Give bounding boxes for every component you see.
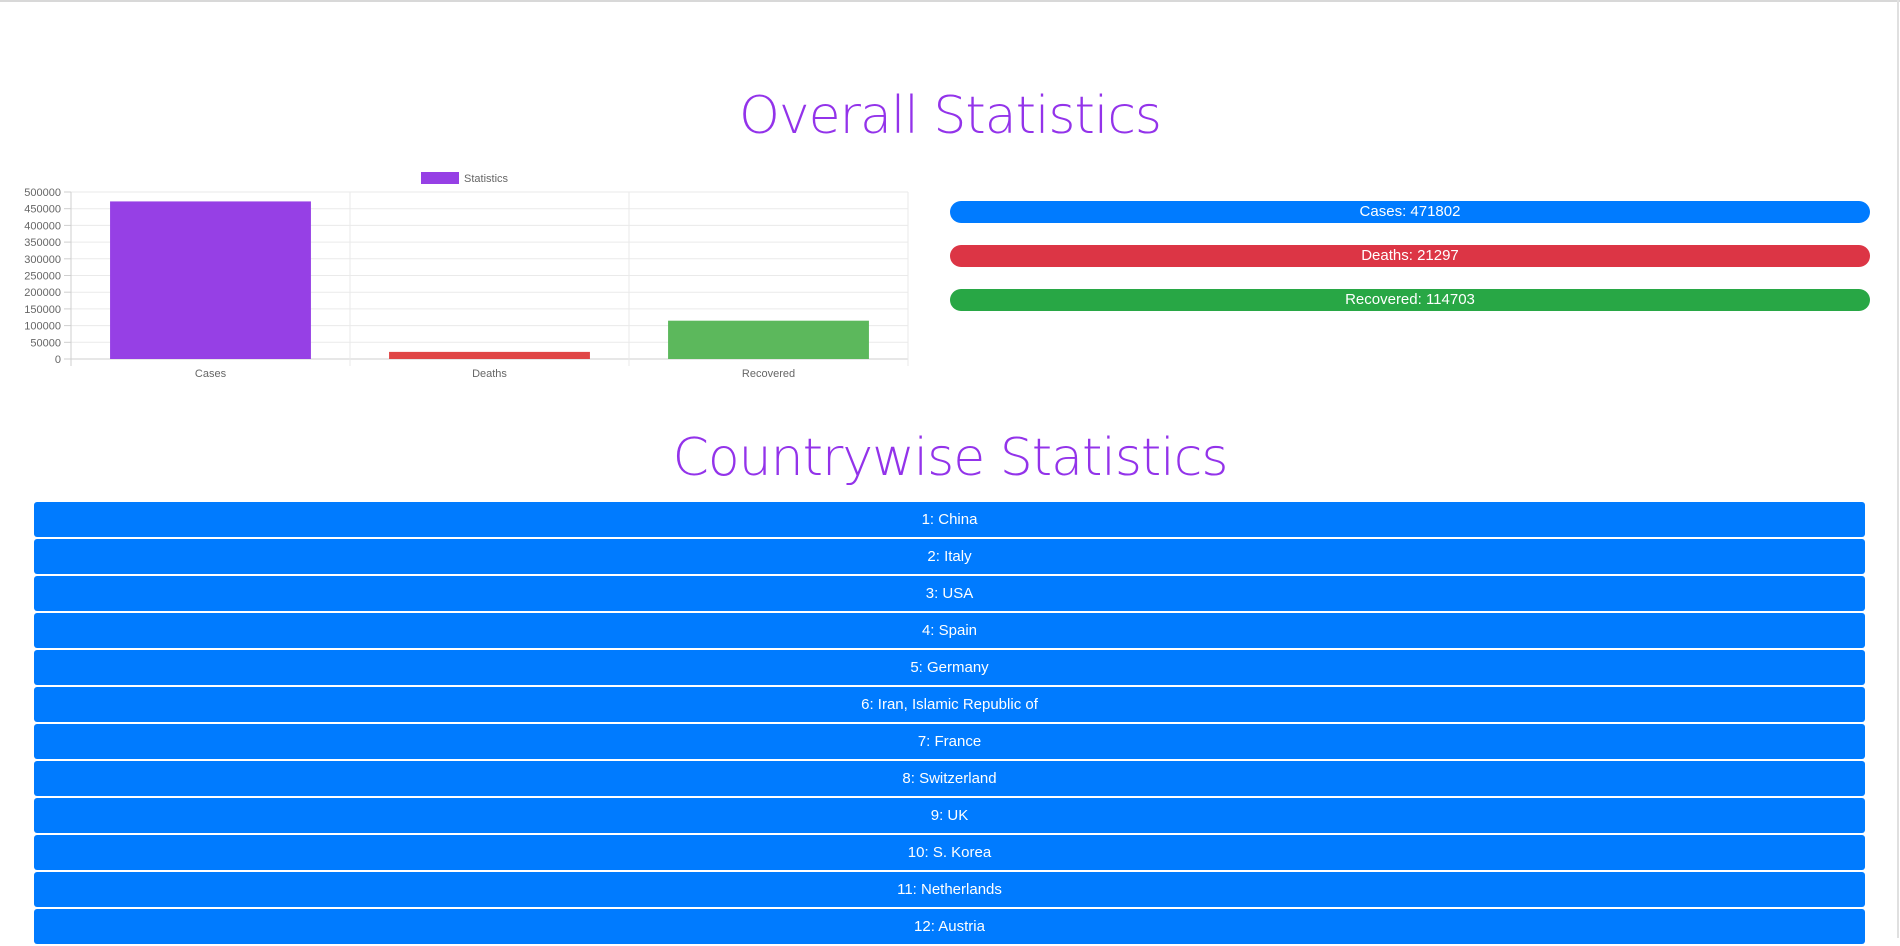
overall-bar-chart: 0 50000 100000 150000 200000 250000 300000 3500…	[24, 172, 909, 380]
y-tick-label: 250000	[24, 271, 61, 283]
x-tick-label: Recovered	[742, 368, 795, 380]
bar-deaths	[389, 351, 590, 359]
bar-recovered	[668, 320, 869, 359]
y-tick-label: 300000	[24, 254, 61, 266]
y-tick-label: 0	[55, 354, 61, 366]
country-row-spain[interactable]: 4: Spain	[34, 613, 1865, 648]
legend-swatch	[421, 172, 459, 184]
country-row-switzerland[interactable]: 8: Switzerland	[34, 761, 1865, 796]
country-row-netherlands[interactable]: 11: Netherlands	[34, 872, 1865, 907]
y-tick-label: 200000	[24, 287, 61, 299]
y-tick-label: 450000	[24, 204, 61, 216]
country-row-s-korea[interactable]: 10: S. Korea	[34, 835, 1865, 870]
legend-label: Statistics	[464, 173, 509, 185]
top-border	[0, 0, 1900, 2]
y-tick-label: 350000	[24, 237, 61, 249]
y-tick-label: 100000	[24, 321, 61, 333]
y-tick-label: 500000	[24, 187, 61, 199]
country-row-iran[interactable]: 6: Iran, Islamic Republic of	[34, 687, 1865, 722]
bar-cases	[110, 201, 311, 359]
countrywise-title: Countrywise Statistics	[672, 428, 1229, 488]
country-row-germany[interactable]: 5: Germany	[34, 650, 1865, 685]
scrollbar-track[interactable]	[1897, 0, 1899, 938]
cases-badge: Cases: 471802	[950, 201, 1870, 223]
country-row-uk[interactable]: 9: UK	[34, 798, 1865, 833]
country-row-france[interactable]: 7: France	[34, 724, 1865, 759]
recovered-badge: Recovered: 114703	[950, 289, 1870, 311]
country-row-china[interactable]: 1: China	[34, 502, 1865, 537]
country-list: 1: China 2: Italy 3: USA 4: Spain 5: Ger…	[34, 502, 1865, 946]
x-tick-label: Deaths	[472, 368, 507, 380]
country-row-usa[interactable]: 3: USA	[34, 576, 1865, 611]
x-tick-label: Cases	[195, 368, 227, 380]
y-tick-label: 50000	[30, 337, 61, 349]
country-row-austria[interactable]: 12: Austria	[34, 909, 1865, 944]
y-tick-label: 400000	[24, 220, 61, 232]
y-tick-label: 150000	[24, 304, 61, 316]
country-row-italy[interactable]: 2: Italy	[34, 539, 1865, 574]
overall-title: Overall Statistics	[738, 86, 1162, 146]
deaths-badge: Deaths: 21297	[950, 245, 1870, 267]
